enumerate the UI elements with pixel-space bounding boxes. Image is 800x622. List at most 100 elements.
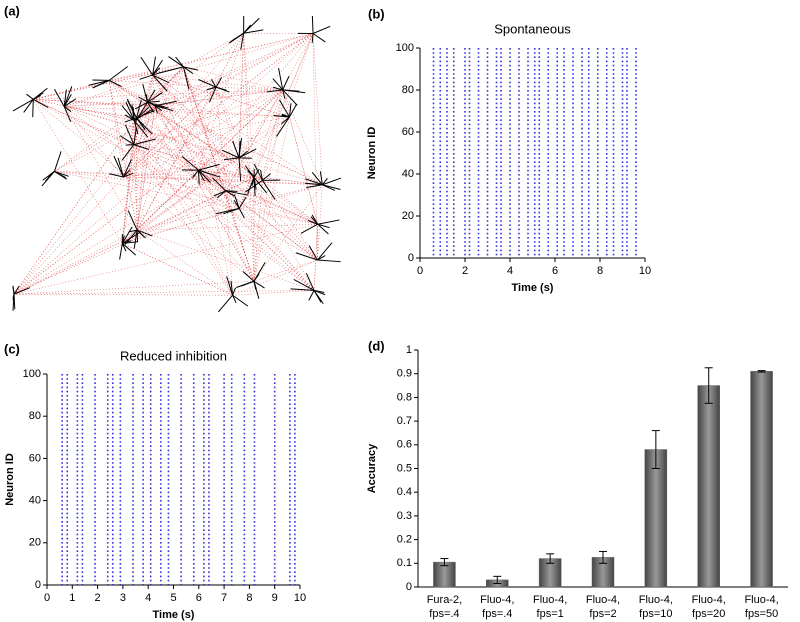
dendrite (311, 15, 314, 34)
dendrite (288, 104, 297, 118)
dendrite (139, 74, 153, 80)
y-axis-label: Accuracy (366, 443, 378, 493)
dendrite (53, 151, 62, 172)
dendrite (12, 98, 34, 112)
dendrite (312, 33, 326, 43)
x-tick-label: Fura-2, (427, 594, 462, 606)
connection (136, 117, 318, 225)
dendrite (208, 87, 217, 103)
dendrite (23, 99, 34, 113)
y-tick-label: 0.2 (397, 534, 412, 546)
connection (215, 33, 314, 88)
y-tick-label: 0.4 (397, 486, 412, 498)
dendrite (247, 177, 255, 195)
x-tick-label: 0 (44, 592, 50, 604)
dendrite (282, 89, 298, 106)
connection (147, 102, 199, 171)
dendrite (125, 144, 134, 146)
dendrite (63, 106, 72, 112)
connection (152, 74, 227, 191)
dendrite (113, 155, 124, 178)
connection (14, 293, 233, 296)
dendrite (311, 214, 319, 225)
dendrite (117, 157, 124, 178)
dendrite (123, 169, 131, 178)
dendrite (183, 66, 198, 71)
dendrite (63, 98, 77, 108)
connection (123, 120, 135, 178)
dendrite (308, 290, 315, 301)
x-tick-label: 6 (196, 592, 202, 604)
dendrite (121, 226, 133, 244)
dendrite (262, 180, 276, 200)
dendrite (253, 281, 260, 299)
y-tick-label: 0 (406, 581, 412, 593)
dendrite (240, 33, 245, 50)
dendrite (210, 79, 217, 88)
dendrite (313, 289, 325, 294)
connection (133, 144, 255, 282)
connection (282, 89, 323, 185)
dendrite (311, 33, 314, 43)
dendrite (243, 17, 260, 34)
connection (54, 102, 148, 172)
dendrite (147, 101, 168, 109)
connection (152, 75, 156, 106)
panel-label: (c) (4, 341, 20, 356)
dendrite (198, 169, 221, 178)
connection (54, 33, 314, 172)
dendrite (225, 190, 235, 197)
dendrite (133, 138, 156, 146)
x-tick-label: Fluo-4, (639, 594, 673, 606)
dendrite (232, 287, 236, 296)
dendrite (135, 100, 142, 119)
dendrite (136, 117, 146, 130)
connection (136, 66, 184, 231)
dendrite (198, 79, 217, 88)
connection (134, 120, 315, 291)
connection (312, 33, 323, 185)
y-tick-label: 60 (29, 452, 41, 464)
dendrite (215, 77, 223, 88)
connection (152, 74, 263, 181)
dendrite (290, 288, 315, 291)
bar (697, 385, 720, 588)
connection (253, 89, 284, 282)
dendrite (262, 173, 271, 181)
dendrite (282, 89, 286, 99)
connection (225, 177, 255, 192)
connection (123, 89, 283, 178)
dendrite (152, 59, 163, 76)
connection (33, 99, 123, 244)
connection (123, 33, 244, 178)
x-tick-label: fps=.4 (429, 608, 459, 620)
connection (13, 157, 240, 295)
dendrite (154, 105, 174, 112)
connection (133, 144, 318, 225)
x-tick-label: Fluo-4, (533, 594, 567, 606)
connection (238, 89, 283, 209)
x-tick-label: 2 (95, 592, 101, 604)
dendrite (321, 177, 328, 186)
y-tick-label: 0 (408, 252, 414, 264)
connection (154, 105, 240, 209)
dendrite (231, 32, 244, 42)
connection (109, 66, 184, 81)
connection (122, 117, 137, 244)
connection (64, 106, 240, 159)
dendrite (133, 120, 139, 135)
connection (152, 74, 318, 261)
y-tick-label: 100 (23, 368, 41, 380)
connection (54, 105, 156, 172)
dendrite (63, 94, 72, 107)
connection (262, 180, 318, 261)
connection (225, 190, 318, 225)
dendrite (317, 259, 341, 263)
dendrite (136, 229, 153, 237)
panel-label: (a) (4, 3, 20, 18)
dendrite (136, 229, 146, 239)
dendrite (322, 184, 341, 190)
y-tick-label: 40 (29, 495, 41, 507)
dendrite (124, 229, 138, 245)
dendrite (317, 219, 340, 225)
